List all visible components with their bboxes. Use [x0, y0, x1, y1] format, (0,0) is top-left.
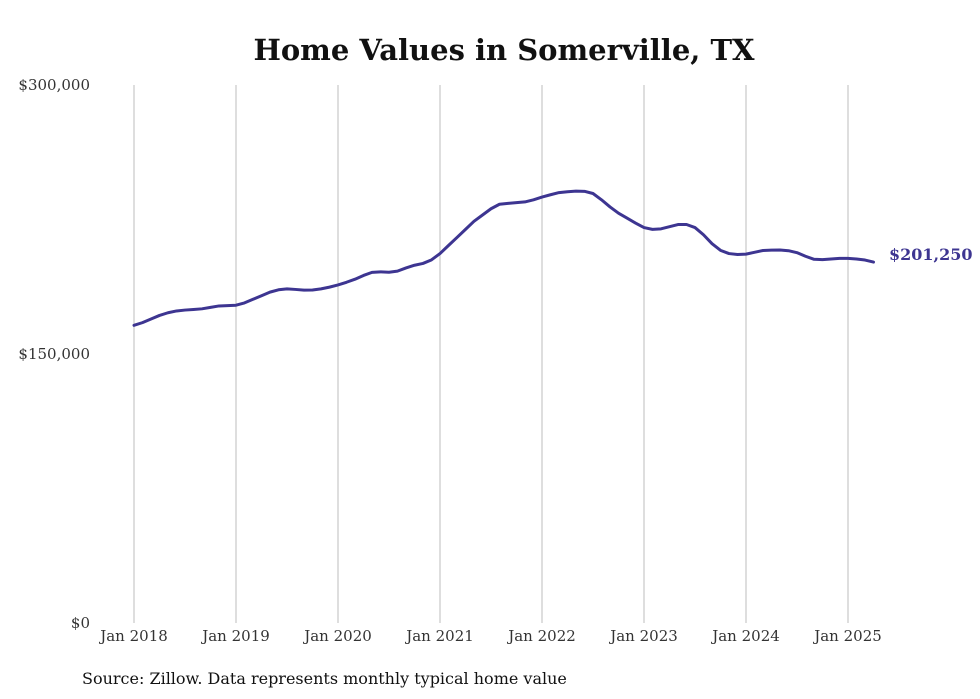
x-tick-label-7: Jan 2025 — [812, 627, 882, 645]
x-tick-label-5: Jan 2023 — [608, 627, 678, 645]
x-tick-label-3: Jan 2021 — [404, 627, 474, 645]
x-tick-label-0: Jan 2018 — [98, 627, 168, 645]
y-axis-ticks: $0 $150,000 $300,000 — [18, 76, 90, 632]
gridlines — [133, 85, 849, 623]
y-tick-label-2: $300,000 — [18, 76, 90, 94]
source-note: Source: Zillow. Data represents monthly … — [82, 669, 567, 688]
chart-title: Home Values in Somerville, TX — [253, 33, 755, 67]
x-tick-label-2: Jan 2020 — [302, 627, 372, 645]
series-line-0 — [132, 189, 875, 327]
series-layer — [132, 189, 875, 327]
x-tick-label-4: Jan 2022 — [506, 627, 576, 645]
x-axis-ticks: Jan 2018 Jan 2019 Jan 2020 Jan 2021 Jan 2022… — [98, 627, 882, 645]
y-tick-label-0: $0 — [71, 614, 90, 632]
y-tick-label-1: $150,000 — [18, 345, 90, 363]
x-tick-label-1: Jan 2019 — [200, 627, 270, 645]
end-value-label: $201,250 — [889, 245, 973, 264]
x-tick-label-6: Jan 2024 — [710, 627, 780, 645]
